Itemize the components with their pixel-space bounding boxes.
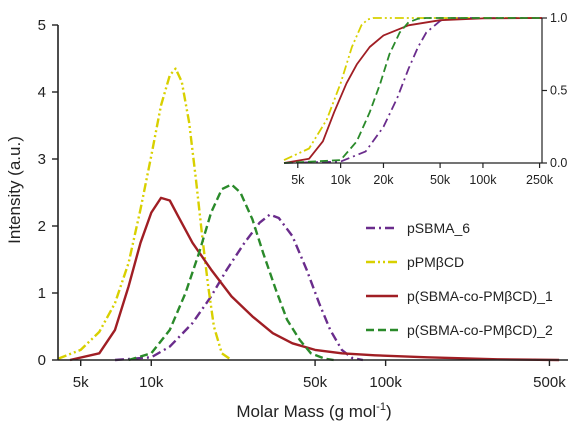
- inset-x-tick-label: 5k: [291, 173, 305, 187]
- main-x-tick-label: 500k: [533, 374, 566, 391]
- inset-series-psbma-6: [283, 17, 542, 164]
- legend-label-psbma-6: pSBMA_6: [407, 220, 470, 236]
- main-x-tick-label: 5k: [73, 374, 89, 391]
- main-series-p-sbma-co-pm-cd-1: [69, 196, 560, 362]
- inset-series-group: [283, 17, 543, 164]
- inset-y-tick-label: 0.5: [550, 84, 567, 98]
- inset-y-tick-label: 0.0: [550, 156, 567, 170]
- main-x-axis-label: Molar Mass (g mol-1): [236, 401, 391, 421]
- main-series-p-sbma-co-pm-cd-2: [128, 183, 334, 362]
- main-y-axis-label: Intensity (a.u.): [5, 136, 24, 244]
- inset-y-tick-label: 1.0: [550, 11, 567, 25]
- legend-label-p-sbma-co-pm-cd-2: p(SBMA-co-PMβCD)_2: [407, 322, 553, 338]
- inset-x-ticks: 5k 10k 20k 50k 100k 250k: [291, 163, 554, 187]
- main-series-psbma-6: [114, 213, 364, 362]
- main-x-tick-label: 100k: [369, 374, 402, 391]
- main-y-tick-label: 5: [38, 17, 46, 34]
- inset-chart: 0.0 0.5 1.0 5k 10k 20k 50k 100k 250k: [283, 11, 567, 187]
- inset-series-ppm-cd: [283, 17, 542, 161]
- inset-y-ticks: 0.0 0.5 1.0: [542, 11, 567, 170]
- main-y-tick-label: 3: [38, 151, 46, 168]
- main-chart: 0 1 2 3 4 5 5k 10k 50k 100k 500k Intensity (a.u.)…: [5, 17, 568, 421]
- inset-x-tick-label: 10k: [331, 173, 352, 187]
- main-y-tick-label: 4: [38, 84, 46, 101]
- inset-x-tick-label: 250k: [526, 173, 554, 187]
- legend-label-p-sbma-co-pm-cd-1: p(SBMA-co-PMβCD)_1: [407, 288, 553, 304]
- main-y-tick-label: 2: [38, 218, 46, 235]
- main-y-tick-label: 0: [38, 352, 46, 369]
- inset-background: [284, 18, 542, 163]
- main-x-tick-label: 50k: [303, 374, 328, 391]
- main-x-tick-label: 10k: [139, 374, 164, 391]
- main-series-group: [57, 67, 560, 362]
- inset-x-tick-label: 50k: [430, 173, 451, 187]
- main-y-ticks: 0 1 2 3 4 5: [38, 17, 58, 369]
- inset-x-tick-label: 100k: [469, 173, 497, 187]
- legend: pSBMA_6 pPMβCD p(SBMA-co-PMβCD)_1 p(SBMA-co…: [366, 220, 553, 338]
- inset-x-tick-label: 20k: [373, 173, 394, 187]
- main-y-tick-label: 1: [38, 285, 46, 302]
- inset-series-p-sbma-co-pm-cd-1: [283, 17, 543, 164]
- legend-label-ppm-cd: pPMβCD: [407, 254, 464, 270]
- main-x-ticks: 5k 10k 50k 100k 500k: [73, 360, 566, 391]
- main-series-ppm-cd: [57, 67, 233, 361]
- inset-series-p-sbma-co-pm-cd-2: [283, 17, 542, 164]
